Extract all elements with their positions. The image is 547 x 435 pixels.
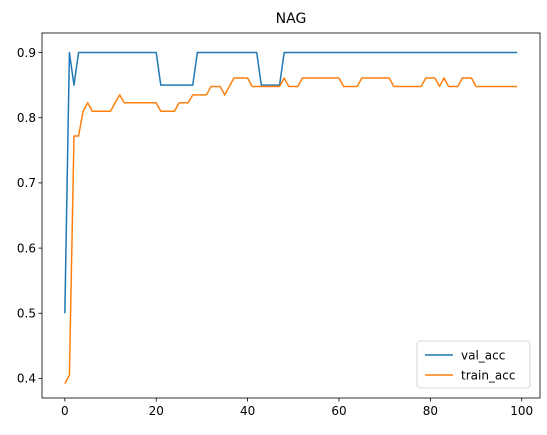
- chart-title: NAG: [276, 11, 307, 27]
- x-tick-label: 100: [510, 404, 533, 418]
- legend-label-val_acc: val_acc: [461, 348, 505, 362]
- x-tick-label: 0: [61, 404, 69, 418]
- x-tick-label: 80: [423, 404, 438, 418]
- x-tick-label: 20: [149, 404, 164, 418]
- legend-box: [416, 340, 531, 389]
- y-tick-label: 0.6: [17, 241, 36, 255]
- y-tick-label: 0.5: [17, 307, 36, 321]
- y-tick-label: 0.7: [17, 176, 36, 190]
- legend: val_acc train_acc: [416, 340, 531, 389]
- x-tick-label: 60: [331, 404, 346, 418]
- series-line-train_acc: [64, 77, 518, 385]
- x-tick-label: 40: [240, 404, 255, 418]
- legend-label-train_acc: train_acc: [461, 368, 515, 382]
- axes-layer: 0 20 40 60 80 100 0.4 0.5 0.6 0.7 0.8 0.9: [17, 32, 541, 418]
- axes-frame: [41, 32, 541, 399]
- y-tick-label: 0.9: [17, 46, 36, 60]
- y-tick-label: 0.8: [17, 111, 36, 125]
- y-tick-label: 0.4: [17, 372, 36, 386]
- series-layer: [64, 51, 518, 385]
